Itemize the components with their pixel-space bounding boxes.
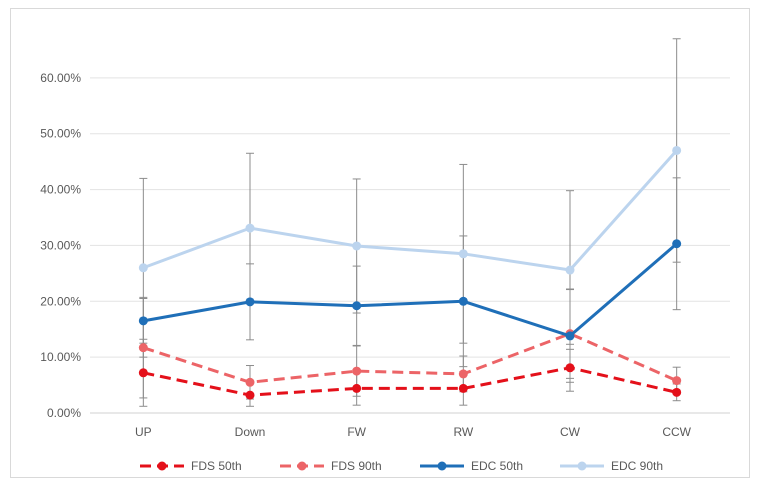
data-point-edc-50th	[672, 239, 682, 249]
data-point-fds-90th	[458, 369, 468, 379]
x-tick-label: Down	[235, 425, 266, 439]
x-tick-label: CCW	[662, 425, 691, 439]
y-axis-ticks: 0.00% 10.00% 20.00% 30.00% 40.00% 50.00% 60.00…	[40, 71, 81, 420]
error-bars	[139, 38, 681, 407]
y-tick-label: 60.00%	[40, 71, 81, 85]
data-point-fds-90th	[672, 376, 682, 386]
series-line-edc-90th	[142, 149, 678, 272]
x-tick-label: FW	[347, 425, 366, 439]
legend-marker-fds-50th	[157, 461, 167, 471]
legend: FDS 50th FDS 90th EDC 50th EDC 90th	[140, 459, 663, 473]
legend-marker-edc-50th	[437, 461, 447, 471]
x-axis-ticks: UP Down FW RW CW CCW	[135, 425, 692, 439]
legend-label-fds-50th: FDS 50th	[191, 459, 242, 473]
data-point-fds-90th	[352, 366, 362, 376]
series-line-fds-90th	[142, 332, 678, 384]
data-point-fds-50th	[458, 383, 468, 393]
data-point-fds-90th	[138, 343, 148, 353]
data-point-edc-90th	[352, 241, 362, 251]
y-tick-label: 30.00%	[40, 238, 81, 252]
y-tick-label: 40.00%	[40, 183, 81, 197]
x-tick-label: RW	[453, 425, 473, 439]
data-point-edc-90th	[138, 263, 148, 273]
series-lines	[138, 145, 682, 400]
data-point-edc-90th	[245, 223, 255, 233]
data-point-fds-50th	[565, 363, 575, 373]
y-tick-label: 10.00%	[40, 350, 81, 364]
legend-marker-fds-90th	[297, 461, 307, 471]
data-point-edc-90th	[672, 145, 682, 155]
data-point-edc-90th	[458, 249, 468, 259]
series-line-edc-50th	[143, 242, 678, 338]
series-line-fds-50th	[143, 366, 678, 397]
data-point-fds-50th	[138, 368, 148, 378]
chart-frame	[10, 8, 750, 478]
y-tick-label: 0.00%	[47, 406, 81, 420]
legend-label-fds-90th: FDS 90th	[331, 459, 382, 473]
legend-label-edc-50th: EDC 50th	[471, 459, 523, 473]
legend-label-edc-90th: EDC 90th	[611, 459, 663, 473]
x-tick-label: UP	[135, 425, 152, 439]
data-point-fds-90th	[245, 377, 255, 387]
y-tick-label: 20.00%	[40, 294, 81, 308]
data-point-edc-90th	[565, 265, 575, 275]
y-tick-label: 50.00%	[40, 127, 81, 141]
legend-marker-edc-90th	[577, 461, 587, 471]
data-point-edc-50th	[245, 297, 255, 307]
data-point-edc-50th	[458, 296, 468, 306]
data-point-fds-50th	[245, 390, 255, 400]
data-point-edc-50th	[352, 301, 362, 311]
x-tick-label: CW	[560, 425, 581, 439]
data-point-fds-50th	[672, 387, 682, 397]
data-point-fds-50th	[352, 383, 362, 393]
data-point-edc-50th	[138, 316, 148, 326]
data-point-edc-50th	[565, 331, 575, 341]
